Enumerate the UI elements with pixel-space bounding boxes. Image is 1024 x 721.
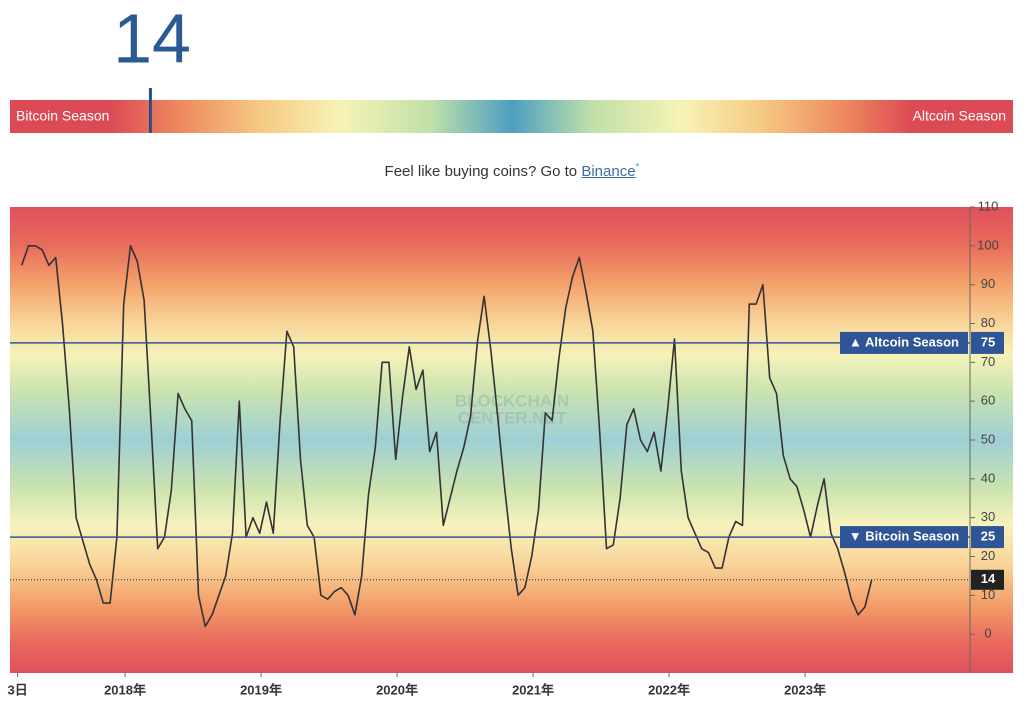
x-tick-label: 2022年 [648,682,690,697]
reference-value-box [971,526,1004,549]
reference-label: ▲ Altcoin Season [849,334,959,349]
reference-value-box [971,331,1004,354]
y-tick-label: 90 [981,276,995,291]
promo: Feel like buying coins? Go to Binance* [0,162,1024,180]
x-tick-label: 2020年 [376,682,418,697]
y-tick-label: 60 [981,393,995,408]
x-tick-label: 2019年 [240,682,282,697]
y-tick-label: 30 [981,509,995,524]
reference-label-box [840,526,968,549]
gauge-value: 14 [113,0,191,77]
y-tick-label: 20 [981,548,995,563]
series-line [20,245,873,628]
reference-label: ▼ Bitcoin Season [849,529,959,544]
promo-mark: * [635,162,640,173]
reference-value: 75 [981,334,995,349]
watermark: CENTER.NET [458,408,567,427]
reference-value: 25 [981,529,995,544]
gauge-left-label: Bitcoin Season [16,108,109,124]
y-tick-label: 40 [981,470,995,485]
y-tick-label: 110 [978,198,999,213]
y-tick-label: 50 [981,431,995,446]
x-tick-label: 2021年 [512,682,554,697]
promo-text: Feel like buying coins? Go to [384,163,582,180]
x-tick-label: 2023年 [784,682,826,697]
plot-background [10,207,1013,673]
y-tick-label: 10 [981,587,995,602]
gauge-bar [10,100,1013,133]
gauge-right-label: Altcoin Season [913,108,1006,124]
current-label: 14 [981,571,996,586]
promo-link[interactable]: Binance [581,163,636,180]
y-tick-label: 100 [977,237,999,252]
x-tick-label: 2018年 [104,682,146,697]
y-tick-label: 80 [981,315,995,330]
x-tick-label: 3日 [7,682,27,697]
y-tick-label: 70 [981,354,995,369]
watermark: BLOCKCHAIN [455,391,569,410]
current-label-box [971,569,1004,590]
reference-label-box [840,331,968,354]
y-tick-label: 0 [984,626,991,641]
